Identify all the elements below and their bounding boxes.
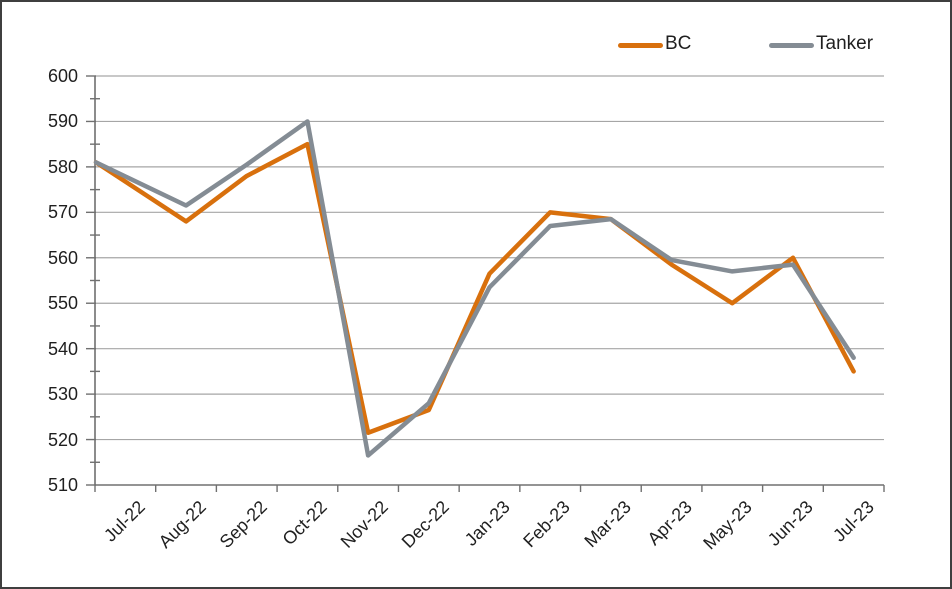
tanker-series-line-icon (769, 43, 814, 48)
legend-label-bc: BC (665, 33, 692, 54)
bc-series-line[interactable] (93, 141, 856, 435)
y-axis-label-540: 540 (47, 338, 78, 359)
y-axis-label-510: 510 (47, 475, 78, 495)
legend-label-tanker: Tanker (816, 33, 874, 54)
y-axis-label-520: 520 (47, 429, 78, 450)
y-axis-label-530: 530 (47, 384, 78, 405)
y-axis-label-600: 600 (47, 66, 78, 86)
y-axis-label-560: 560 (47, 247, 78, 268)
bc-series-line-icon (618, 43, 663, 48)
y-axis-label-550: 550 (47, 293, 78, 314)
legend: BC Tanker (2, 2, 950, 62)
tanker-series-line[interactable] (93, 119, 856, 458)
y-axis-label-590: 590 (47, 111, 78, 132)
y-axis-label-580: 580 (47, 156, 78, 177)
legend-item-bc[interactable]: BC (618, 33, 738, 59)
y-axis-label-570: 570 (47, 202, 78, 223)
legend-item-tanker[interactable]: Tanker (769, 33, 899, 59)
